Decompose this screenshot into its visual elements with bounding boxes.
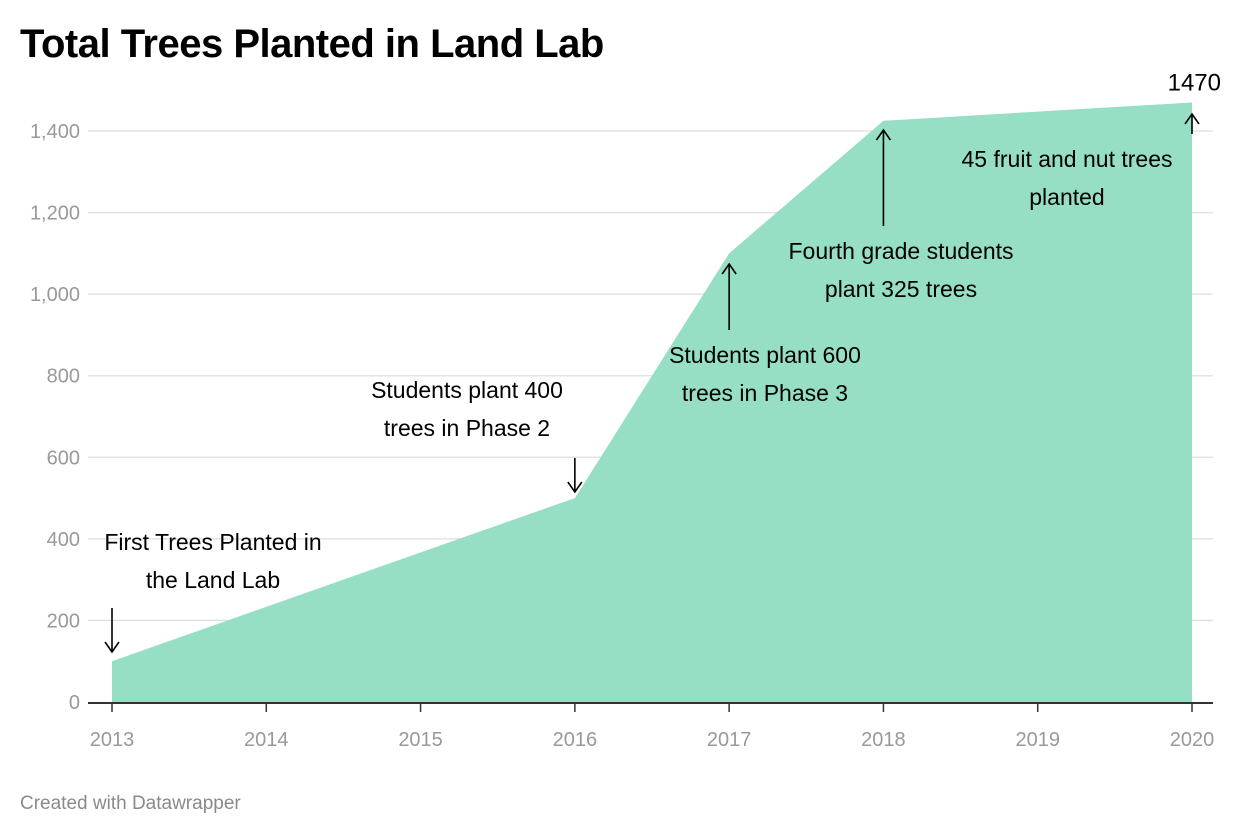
y-tick-label: 200 — [47, 610, 80, 632]
chart-title: Total Trees Planted in Land Lab — [20, 22, 604, 66]
annotation-arrowhead — [567, 481, 583, 494]
x-tick-label: 2014 — [244, 729, 289, 751]
annotation-text: trees in Phase 3 — [682, 380, 848, 406]
y-tick-label: 1,200 — [30, 203, 80, 225]
annotation: Fourth grade students plant 325 trees — [788, 128, 1014, 302]
y-tick-label: 1,400 — [30, 121, 80, 143]
annotation: First Trees Planted in the Land Lab — [104, 529, 322, 654]
annotation: Students plant 600 trees in Phase 3 — [669, 262, 861, 406]
x-tick-label: 2020 — [1170, 729, 1215, 751]
annotation-text: First Trees Planted in — [104, 529, 321, 555]
annotation-text: planted — [1029, 184, 1104, 210]
y-axis: 0 200 400 600 800 1,000 1,200 1,400 — [30, 121, 80, 714]
annotation-text: trees in Phase 2 — [384, 415, 550, 441]
end-value-label: 1470 — [1168, 69, 1221, 96]
y-tick-label: 0 — [69, 692, 80, 714]
annotation-text: Fourth grade students — [788, 238, 1013, 264]
annotation: Students plant 400 trees in Phase 2 — [371, 377, 583, 494]
annotation-text: the Land Lab — [146, 567, 280, 593]
y-tick-label: 800 — [47, 366, 80, 388]
annotation-text: 45 fruit and nut trees — [962, 146, 1173, 172]
x-tick-label: 2013 — [90, 729, 135, 751]
annotations: 1470 First Trees Planted in the Land Lab St… — [104, 69, 1221, 654]
annotation: 45 fruit and nut trees planted — [962, 112, 1200, 210]
x-tick-label: 2017 — [707, 729, 752, 751]
annotation-arrowhead — [1184, 112, 1200, 125]
x-axis-ticks: 2013 2014 2015 2016 2017 2018 2019 2020 — [90, 703, 1215, 751]
annotation-arrowhead — [721, 262, 737, 275]
x-tick-label: 2015 — [398, 729, 443, 751]
footer-credit: Created with Datawrapper — [20, 793, 241, 814]
annotation-arrowhead — [104, 641, 120, 654]
x-tick-label: 2016 — [553, 729, 598, 751]
y-tick-label: 600 — [47, 447, 80, 469]
annotation-text: Students plant 600 — [669, 342, 861, 368]
annotation-text: Students plant 400 — [371, 377, 563, 403]
area-series — [112, 102, 1192, 702]
area-series-fill — [112, 102, 1192, 702]
x-tick-label: 2018 — [861, 729, 906, 751]
annotation-text: plant 325 trees — [825, 276, 977, 302]
x-tick-label: 2019 — [1015, 729, 1060, 751]
y-tick-label: 1,000 — [30, 284, 80, 306]
y-tick-label: 400 — [47, 529, 80, 551]
annotation-arrowhead — [875, 128, 892, 141]
